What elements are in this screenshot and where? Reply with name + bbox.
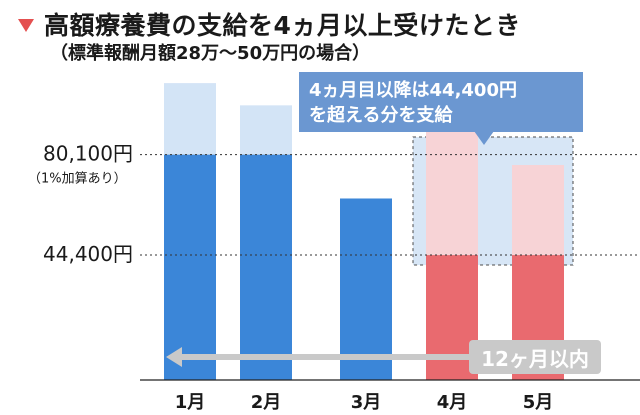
x-tick-label: 2月 <box>251 392 282 413</box>
period-badge: 12ヶ月以内 <box>469 340 601 374</box>
callout-pointer <box>474 131 494 145</box>
reference-sublabel-1: （1%加算あり） <box>28 172 127 187</box>
bar-top-4 <box>426 114 478 256</box>
bar-top-5 <box>512 164 564 256</box>
callout-line-2: を超える分を支給 <box>309 105 453 126</box>
callout-box: 4ヵ月目以降は44,400円 を超える分を支給 <box>299 72 583 132</box>
reference-label-1: 80,100円 <box>43 142 133 166</box>
bar-top-1 <box>164 83 216 155</box>
bar-bottom-3 <box>340 198 392 380</box>
triangle-bullet-icon <box>18 18 34 32</box>
page-subtitle: （標準報酬月額28万～50万円の場合） <box>50 43 371 64</box>
period-arrow-head <box>166 347 182 367</box>
x-tick-label: 1月 <box>175 392 206 413</box>
callout-line-1: 4ヵ月目以降は44,400円 <box>309 80 517 101</box>
page-title: 高額療養費の支給を4ヵ月以上受けたとき <box>44 11 521 40</box>
bar-bottom-1 <box>164 154 216 380</box>
reference-label-2: 44,400円 <box>43 242 133 266</box>
x-tick-label: 5月 <box>523 392 554 413</box>
x-tick-label: 3月 <box>351 392 382 413</box>
title-row: 高額療養費の支給を4ヵ月以上受けたとき <box>18 6 521 42</box>
bar-top-2 <box>240 105 292 155</box>
x-tick-label: 4月 <box>437 392 468 413</box>
bar-bottom-2 <box>240 154 292 380</box>
